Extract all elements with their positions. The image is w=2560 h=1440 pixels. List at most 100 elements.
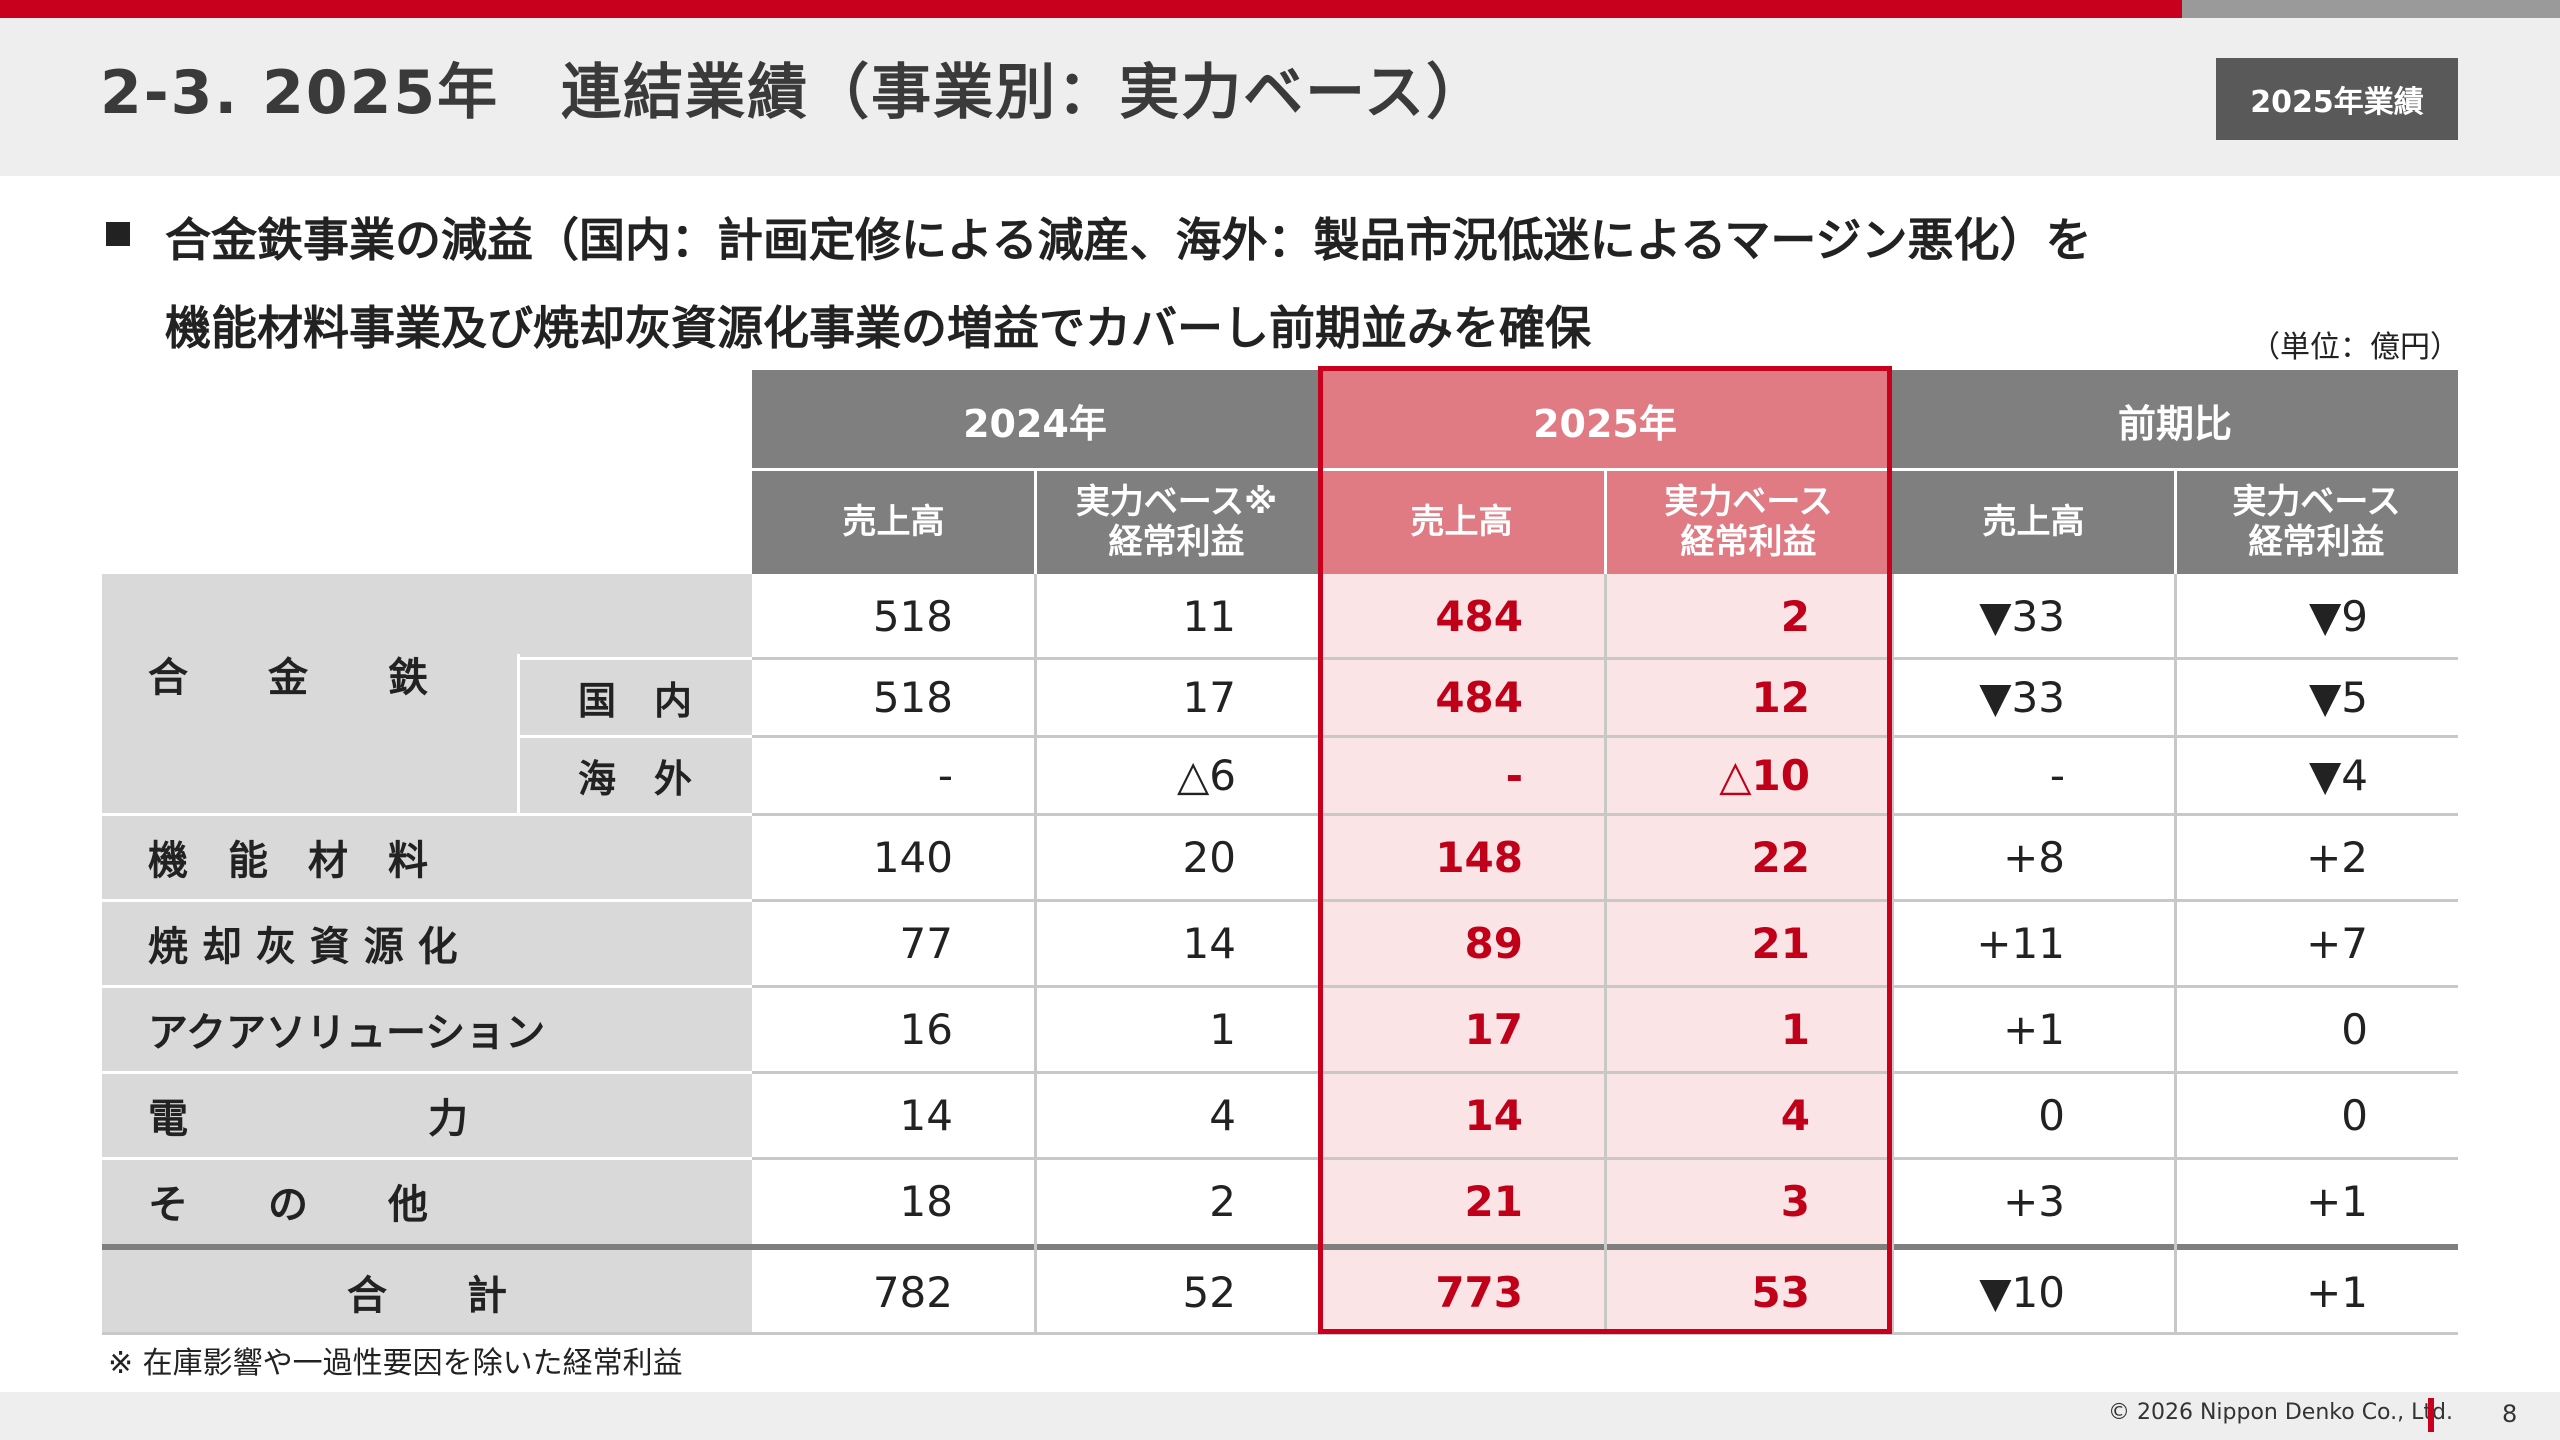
subheader-sales-2025: 売上高 [1318,470,1605,574]
subheader-profit-yoy: 実力ベース 経常利益 [2175,470,2458,574]
subheader-sales-yoy: 売上高 [1892,470,2175,574]
column-divider [2174,574,2177,1334]
cell-domestic-sales-2024: 518 [752,658,1035,736]
subheader-profit-2024: 実力ベース※ 経常利益 [1035,470,1318,574]
cell-aqua-sales-2025: 17 [1318,986,1605,1072]
header-divider [752,468,2458,471]
subheader-sales-2024: 売上高 [752,470,1035,574]
row-divider [102,813,2458,816]
headline-line-1: 合金鉄事業の減益（国内：計画定修による減産、海外：製品市況低迷によるマージン悪化… [165,213,2092,267]
page-number: 8 [2502,1400,2518,1428]
total-divider [102,1244,2458,1250]
page-title: 2-3. 2025年 連結業績（事業別：実力ベース） [100,58,1489,128]
cell-power-profit-2025: 4 [1605,1072,1892,1158]
cell-ash-sales-yoy: +11 [1892,900,2175,986]
cell-ferroalloy-sales-2025: 484 [1318,574,1605,658]
cell-total-profit-2025: 53 [1605,1250,1892,1334]
header-2025: 2025年 [1318,370,1892,470]
bullet-square-icon [106,222,130,246]
slide-footer [0,1392,2560,1440]
cell-ash-sales-2025: 89 [1318,900,1605,986]
label-ferroalloy-total [518,574,752,658]
cell-ferroalloy-profit-2025: 2 [1605,574,1892,658]
row-divider [102,985,2458,988]
label-power: 電 力 [102,1072,752,1158]
label-other: そ の 他 [102,1158,752,1244]
cell-aqua-profit-2024: 1 [1035,986,1318,1072]
cell-aqua-profit-yoy: 0 [2175,986,2458,1072]
label-aqua-solution: アクアソリューション [102,986,752,1072]
cell-total-sales-yoy: ▼10 [1892,1250,2175,1334]
cell-overseas-sales-2024: - [752,736,1035,814]
cell-functional-profit-2024: 20 [1035,814,1318,900]
footnote: ※ 在庫影響や一過性要因を除いた経常利益 [108,1346,683,1381]
cell-functional-sales-2024: 140 [752,814,1035,900]
header-divider [1034,470,1037,574]
label-ferroalloy: 合 金 鉄 [102,574,518,814]
cell-ash-sales-2024: 77 [752,900,1035,986]
cell-domestic-sales-2025: 484 [1318,658,1605,736]
cell-other-sales-2025: 21 [1318,1158,1605,1244]
headline-line-2: 機能材料事業及び焼却灰資源化事業の増益でカバーし前期並みを確保 [165,301,1591,355]
header-yoy: 前期比 [1892,370,2458,470]
highlight-2025-frame [1318,366,1892,1334]
cell-other-profit-2024: 2 [1035,1158,1318,1244]
cell-ash-profit-2025: 21 [1605,900,1892,986]
cell-overseas-sales-2025: - [1318,736,1605,814]
top-accent-bar-gray [2182,0,2560,18]
subheader-profit-2025: 実力ベース 経常利益 [1605,470,1892,574]
row-divider [102,1157,2458,1160]
cell-other-profit-yoy: +1 [2175,1158,2458,1244]
label-domestic: 国 内 [518,658,752,736]
cell-ferroalloy-profit-yoy: ▼9 [2175,574,2458,658]
cell-ash-profit-2024: 14 [1035,900,1318,986]
cell-ferroalloy-sales-yoy: ▼33 [1892,574,2175,658]
cell-power-profit-yoy: 0 [2175,1072,2458,1158]
cell-domestic-profit-2025: 12 [1605,658,1892,736]
cell-aqua-sales-yoy: +1 [1892,986,2175,1072]
cell-other-profit-2025: 3 [1605,1158,1892,1244]
row-divider-label [518,657,752,660]
cell-other-sales-yoy: +3 [1892,1158,2175,1244]
cell-total-sales-2025: 773 [1318,1250,1605,1334]
row-divider-label [102,1157,752,1160]
footer-accent-mark [2428,1398,2434,1432]
cell-domestic-profit-2024: 17 [1035,658,1318,736]
cell-power-sales-2024: 14 [752,1072,1035,1158]
label-overseas: 海 外 [518,736,752,814]
cell-functional-profit-yoy: +2 [2175,814,2458,900]
column-divider [1891,574,1894,1334]
column-divider [1604,574,1607,1334]
cell-overseas-profit-2025: △10 [1605,736,1892,814]
slide-header [0,18,2560,176]
top-accent-bar [0,0,2182,18]
unit-label: （単位：億円） [2250,330,2460,365]
row-divider-label [102,899,752,902]
header-divider [1604,470,1607,574]
cell-functional-profit-2025: 22 [1605,814,1892,900]
cell-overseas-profit-yoy: ▼4 [2175,736,2458,814]
section-badge: 2025年業績 [2216,58,2458,140]
cell-power-sales-yoy: 0 [1892,1072,2175,1158]
table-bottom-border [102,1332,2458,1335]
cell-domestic-sales-yoy: ▼33 [1892,658,2175,736]
row-divider-label [102,1071,752,1074]
cell-total-profit-2024: 52 [1035,1250,1318,1334]
label-functional-materials: 機 能 材 料 [102,814,752,900]
row-divider-label [102,813,752,816]
cell-power-sales-2025: 14 [1318,1072,1605,1158]
label-total: 合 計 [102,1250,752,1334]
cell-functional-sales-2025: 148 [1318,814,1605,900]
cell-ash-profit-yoy: +7 [2175,900,2458,986]
row-divider [102,1071,2458,1074]
cell-aqua-profit-2025: 1 [1605,986,1892,1072]
copyright: © 2026 Nippon Denko Co., Ltd. [2108,1400,2453,1425]
cell-functional-sales-yoy: +8 [1892,814,2175,900]
cell-total-sales-2024: 782 [752,1250,1035,1334]
cell-ferroalloy-profit-2024: 11 [1035,574,1318,658]
row-divider-label [102,985,752,988]
label-ash-recycling: 焼 却 灰 資 源 化 [102,900,752,986]
label-column-divider [517,654,520,814]
cell-other-sales-2024: 18 [752,1158,1035,1244]
